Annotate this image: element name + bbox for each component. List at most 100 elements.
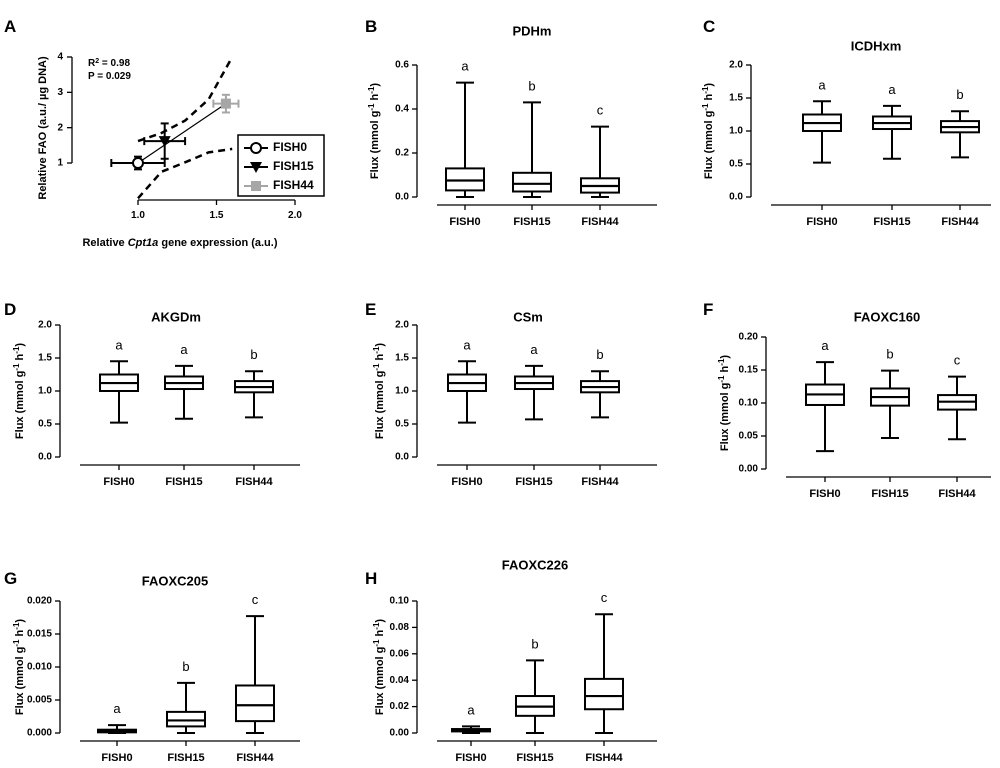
significance-letter: a [113, 701, 121, 716]
y-tick-label: 0.00 [739, 464, 759, 475]
significance-letter: a [115, 337, 123, 352]
y-tick-label: 0.000 [27, 728, 52, 739]
significance-letter: a [463, 337, 471, 352]
x-tick-label: FISH0 [809, 488, 840, 500]
x-tick-label: FISH44 [235, 476, 273, 488]
box-fish44: c [580, 103, 620, 198]
y-axis-label: Flux (mmol g-1 h-1) [717, 355, 732, 451]
panel-label: F [703, 300, 713, 319]
y-axis-label-part: ) [14, 619, 26, 623]
square-marker [220, 98, 231, 109]
legend-item-fish15: FISH15 [244, 159, 314, 173]
y-tick-label: 0.6 [395, 60, 409, 71]
square-marker [251, 181, 261, 191]
x-tick-label: 2.0 [288, 210, 302, 221]
panel-title: FAOXC205 [142, 573, 208, 588]
x-tick-label: FISH0 [455, 752, 486, 764]
panel-title: PDHm [512, 23, 551, 38]
point-fish15 [143, 122, 187, 160]
y-tick-label: 0.00 [390, 728, 410, 739]
y-tick-label: 1.5 [38, 353, 52, 364]
y-tick-label: 2.0 [729, 60, 743, 71]
significance-letter: a [467, 702, 475, 717]
y-tick-label: 0.015 [27, 629, 52, 640]
x-tick-label: FISH44 [236, 752, 274, 764]
box-fish44: c [235, 592, 275, 734]
y-axis-label-part: h [369, 93, 381, 103]
significance-letter: a [530, 342, 538, 357]
x-tick-label: FISH15 [871, 488, 908, 500]
box-fish0: a [99, 337, 139, 424]
panel-title: AKGDm [151, 309, 201, 324]
y-tick-label: 2 [57, 122, 63, 133]
y-axis-label-superscript: -1 [12, 639, 21, 647]
y-tick-label: 0.010 [27, 662, 52, 673]
y-axis-label-superscript: -1 [372, 363, 381, 371]
significance-letter: b [886, 347, 893, 362]
x-axis-label-part: gene expression (a.u.) [158, 237, 278, 249]
y-axis-label-part: h [14, 629, 26, 639]
y-axis-label-part: ) [14, 343, 26, 347]
y-tick-label: 0.0 [38, 452, 52, 463]
box-fish0: a [97, 701, 137, 734]
y-axis-label-part: ) [719, 355, 731, 359]
y-tick-label: 0.20 [739, 332, 759, 343]
y-axis-label-superscript: -1 [372, 622, 381, 630]
y-axis-label-part: Flux (mmol g [14, 371, 26, 439]
legend-item-fish44: FISH44 [244, 178, 314, 192]
y-axis-label-superscript: -1 [372, 639, 381, 647]
panel-h: H FAOXC226 0.00 0.02 0.04 0.06 0.08 0.10 Flux (m… [365, 557, 657, 764]
iqr-box [512, 171, 552, 193]
y-axis-label: Flux (mmol g-1 h-1) [701, 83, 716, 179]
x-tick-label: FISH15 [873, 216, 910, 228]
ci-upper-curve [137, 56, 234, 143]
y-axis-label-part: Flux (mmol g [14, 647, 26, 715]
r-squared-superscript: 2 [95, 58, 99, 65]
box-fish0: a [802, 77, 842, 164]
panel-f: F FAOXC160 0.00 0.05 0.10 0.15 0.20 Flux (mmol … [703, 300, 991, 500]
y-axis-label-superscript: -1 [701, 103, 710, 111]
point-fish44 [212, 93, 240, 114]
y-axis-label: Flux (mmol g-1 h-1) [367, 83, 382, 179]
significance-letter: c [252, 592, 259, 607]
x-tick-label: FISH44 [581, 216, 619, 228]
y-axis-label: Relative FAO (a.u./ µg DNA) [37, 56, 49, 200]
y-axis-label: Flux (mmol g-1 h-1) [372, 619, 387, 715]
box-fish15: b [870, 347, 910, 439]
r-squared-stat: R2 = 0.98 [88, 58, 130, 70]
open-circle-marker [250, 142, 262, 154]
r-squared-value: = 0.98 [99, 58, 130, 69]
y-tick-label: 0.5 [729, 159, 743, 170]
significance-letter: a [888, 82, 896, 97]
r-squared-symbol: R [88, 58, 96, 69]
significance-letter: b [956, 87, 963, 102]
y-tick-label: 0.5 [38, 419, 52, 430]
significance-letter: b [250, 347, 257, 362]
panel-label: H [365, 569, 377, 588]
significance-letter: a [180, 342, 188, 357]
x-tick-label: FISH44 [941, 216, 979, 228]
legend-item-fish0: FISH0 [244, 140, 307, 154]
x-tick-label: FISH15 [165, 476, 202, 488]
y-axis-label-superscript: -1 [717, 375, 726, 383]
y-axis-label-superscript: -1 [717, 358, 726, 366]
y-axis-label-superscript: -1 [12, 363, 21, 371]
y-tick-label: 0.04 [390, 675, 410, 686]
significance-letter: c [597, 103, 604, 118]
y-axis-label-part: ) [703, 83, 715, 87]
y-tick-label: 1.5 [729, 93, 743, 104]
x-tick-label: 1.5 [210, 210, 224, 221]
y-tick-label: 0.06 [390, 648, 410, 659]
point-fish0 [110, 155, 166, 171]
y-tick-label: 1.0 [729, 126, 743, 137]
y-axis-label-part: ) [374, 343, 386, 347]
significance-letter: a [818, 77, 826, 92]
y-axis-label-superscript: -1 [701, 86, 710, 94]
y-tick-label: 1.0 [395, 386, 409, 397]
x-tick-label: FISH15 [516, 752, 553, 764]
x-tick-label: FISH0 [806, 216, 837, 228]
box-fish15: a [164, 342, 204, 420]
significance-letter: b [182, 659, 189, 674]
